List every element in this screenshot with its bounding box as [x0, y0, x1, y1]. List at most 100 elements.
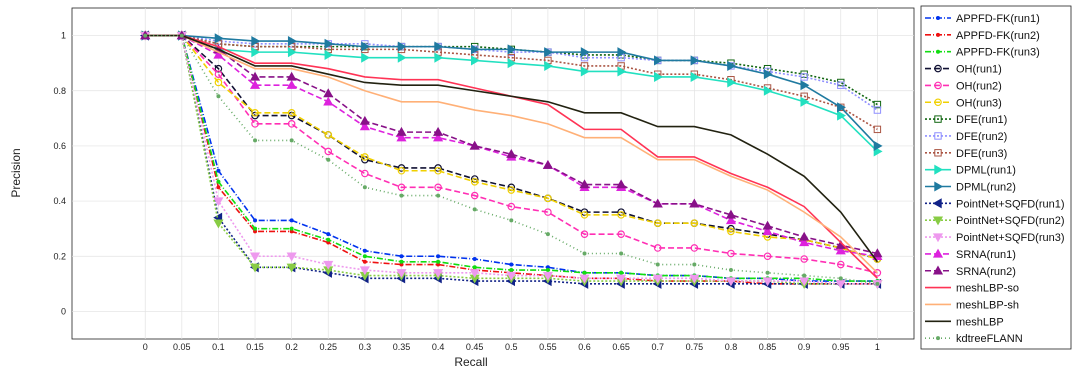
- legend-label: DFE(run2): [956, 131, 1007, 143]
- legend-label: OH(run2): [956, 80, 1002, 92]
- data-point: [326, 240, 331, 245]
- data-point: [362, 248, 367, 253]
- grid: [72, 8, 914, 339]
- y-tick-label: 0.8: [53, 86, 66, 96]
- data-point: [326, 237, 331, 242]
- data-point: [213, 219, 224, 229]
- legend-label: OH(run3): [956, 97, 1002, 109]
- data-point: [762, 220, 773, 230]
- data-point: [872, 248, 883, 258]
- series-line: [145, 34, 878, 255]
- data-point: [690, 55, 700, 66]
- data-point: [359, 121, 370, 131]
- data-point: [762, 226, 773, 236]
- x-tick-label: 0.95: [832, 342, 850, 352]
- y-axis-label: Precision: [9, 148, 23, 197]
- data-point: [397, 52, 407, 63]
- data-point: [727, 60, 737, 71]
- data-point: [506, 271, 517, 281]
- data-point: [800, 80, 810, 91]
- legend-label: DPML(run1): [956, 165, 1016, 177]
- data-point: [470, 177, 479, 186]
- x-tick-labels: 0 0.05 0.1 0.15 0.2 0.25 0.3 0.35 0.4 0.45 0.5 0.55…: [143, 342, 880, 352]
- legend-label: PointNet+SQFD(run1): [956, 198, 1065, 210]
- data-point: [582, 251, 587, 256]
- data-point: [544, 60, 554, 71]
- data-point: [579, 274, 590, 284]
- legend-label: DPML(run2): [956, 182, 1016, 194]
- data-point: [580, 208, 589, 216]
- data-point: [433, 132, 444, 142]
- data-point: [545, 232, 550, 237]
- data-point: [725, 209, 737, 219]
- legend-entry: DPML(run1): [925, 164, 1016, 177]
- legend-marker: [932, 265, 944, 275]
- data-point: [582, 270, 587, 275]
- legend-entry: SRNA(run2): [925, 265, 1016, 278]
- data-point: [542, 271, 553, 281]
- data-point: [617, 47, 627, 58]
- data-point: [469, 269, 480, 279]
- data-point: [249, 252, 261, 262]
- legend-entry: OH(run2): [925, 80, 1002, 92]
- x-tick-label: 0: [143, 342, 148, 352]
- legend-marker: [934, 181, 944, 192]
- data-point: [324, 147, 333, 156]
- data-point: [725, 215, 737, 225]
- legend-entry: DFE(run2): [925, 131, 1007, 143]
- legend-label: SRNA(run2): [956, 266, 1016, 278]
- data-point: [359, 115, 370, 125]
- data-point: [362, 259, 367, 264]
- legend-label: OH(run1): [956, 64, 1002, 76]
- data-point: [434, 41, 444, 52]
- data-point: [251, 36, 261, 47]
- data-point: [213, 197, 224, 207]
- data-point: [727, 227, 735, 236]
- data-point: [509, 268, 514, 273]
- data-point: [433, 126, 444, 136]
- data-point: [397, 183, 406, 192]
- data-point: [362, 185, 367, 190]
- data-point: [286, 71, 297, 81]
- data-point: [249, 71, 261, 81]
- data-point: [359, 266, 370, 276]
- data-point: [472, 207, 477, 212]
- data-point: [399, 193, 404, 198]
- data-point: [253, 229, 258, 234]
- data-point: [470, 191, 479, 200]
- legend-entry: DPML(run2): [925, 181, 1016, 194]
- data-point: [542, 160, 553, 169]
- legend-entry: OH(run3): [925, 97, 1002, 109]
- legend-entry: APPFD-FK(run3): [925, 47, 1040, 59]
- data-point: [214, 78, 223, 87]
- legend-entry: PointNet+SQFD(run3): [925, 232, 1065, 244]
- data-point: [323, 88, 334, 98]
- legend-marker: [934, 149, 942, 157]
- data-point: [690, 244, 699, 252]
- data-point: [544, 194, 552, 203]
- legend-label: meshLBP: [956, 316, 1004, 328]
- legend-entry: DFE(run3): [925, 148, 1007, 160]
- legend-marker: [932, 248, 944, 258]
- data-point: [763, 69, 773, 80]
- data-point: [362, 254, 367, 259]
- data-point: [507, 186, 516, 194]
- legend: APPFD-FK(run1) APPFD-FK(run2) APPFD-FK(run…: [925, 13, 1065, 345]
- y-tick-label: 0: [61, 306, 66, 316]
- data-point: [324, 131, 333, 139]
- data-point: [507, 202, 516, 211]
- x-tick-label: 0.85: [759, 342, 777, 352]
- data-point: [249, 80, 261, 89]
- data-point: [251, 109, 259, 117]
- data-point: [873, 268, 882, 277]
- data-point: [800, 73, 808, 81]
- legend-label: SRNA(run1): [956, 249, 1016, 261]
- legend-marker: [934, 164, 944, 175]
- data-point: [286, 263, 297, 273]
- x-tick-label: 1: [875, 342, 880, 352]
- data-point: [472, 257, 477, 262]
- data-point: [725, 277, 737, 287]
- data-point: [324, 49, 334, 60]
- data-point: [652, 198, 663, 208]
